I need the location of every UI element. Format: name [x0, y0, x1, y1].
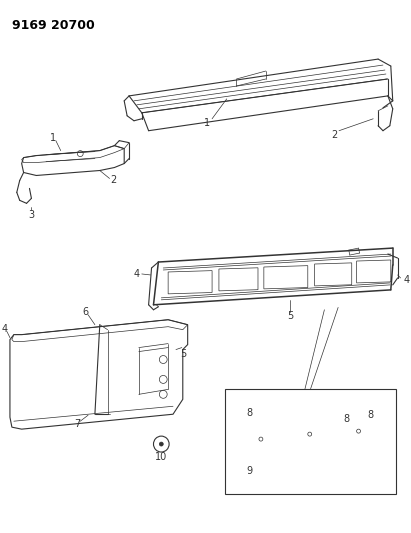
Text: 2: 2: [110, 175, 117, 185]
Text: 3: 3: [28, 210, 35, 220]
Text: 4: 4: [134, 269, 140, 279]
Bar: [225, 389, 396, 494]
Text: 1: 1: [50, 133, 56, 143]
Text: 4: 4: [404, 275, 410, 285]
Text: 9169 20700: 9169 20700: [12, 19, 95, 33]
Text: 8: 8: [367, 410, 373, 420]
Text: 10: 10: [155, 452, 167, 462]
Text: 9: 9: [246, 466, 252, 476]
Circle shape: [159, 442, 163, 446]
Text: 8: 8: [343, 414, 349, 424]
Text: 5: 5: [180, 349, 186, 359]
Text: 4: 4: [2, 324, 8, 334]
Text: 6: 6: [82, 307, 88, 317]
Text: 8: 8: [246, 408, 252, 418]
Text: 2: 2: [331, 130, 337, 140]
Text: 5: 5: [287, 311, 293, 321]
Text: 7: 7: [74, 419, 81, 429]
Text: 1: 1: [204, 118, 210, 128]
